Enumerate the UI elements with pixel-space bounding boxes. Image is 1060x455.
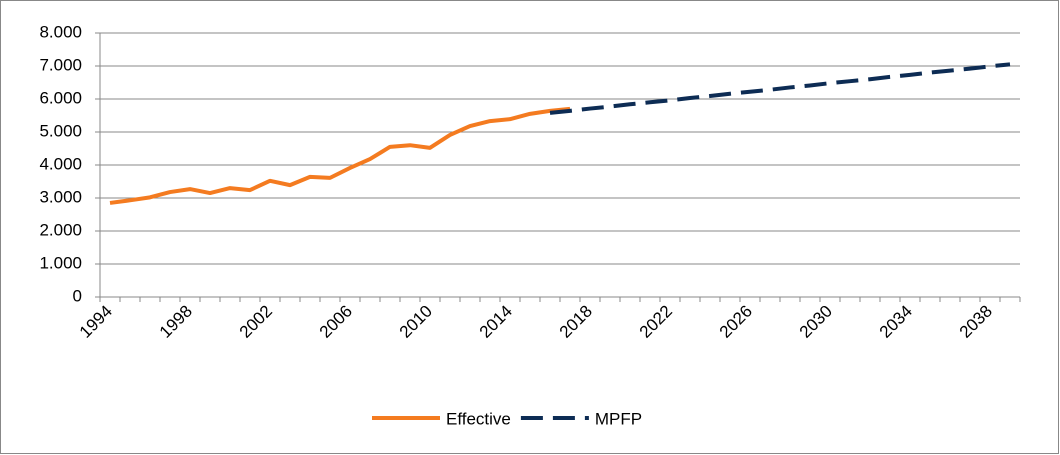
legend-label: MPFP: [595, 409, 642, 428]
y-tick-label: 0: [73, 286, 82, 305]
y-tick-label: 7.000: [39, 55, 82, 74]
y-tick-label: 1.000: [39, 253, 82, 272]
y-tick-label: 3.000: [39, 187, 82, 206]
y-tick-label: 2.000: [39, 220, 82, 239]
series-line: [549, 62, 1011, 115]
legend-label: Effective: [446, 409, 511, 428]
y-tick-label: 8.000: [39, 22, 82, 41]
series-line: [109, 106, 571, 205]
y-tick-label: 6.000: [39, 88, 82, 107]
y-tick-label: 4.000: [39, 154, 82, 173]
y-tick-label: 5.000: [39, 121, 82, 140]
